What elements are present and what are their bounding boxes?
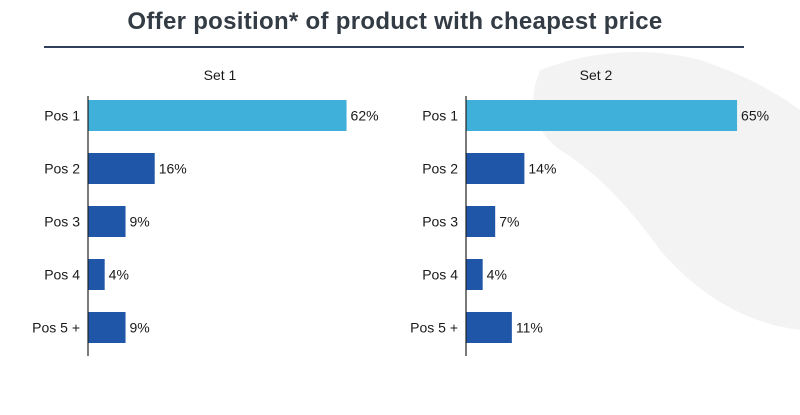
chart1-bar-5 xyxy=(88,312,126,343)
chart1-bar-4 xyxy=(88,259,105,290)
chart2-category-label: Pos 1 xyxy=(422,108,458,124)
chart2-bar-1 xyxy=(466,100,738,131)
chart2-title: Set 2 xyxy=(580,67,613,83)
chart1-category-label: Pos 1 xyxy=(44,108,80,124)
page-title: Offer position* of product with cheapest… xyxy=(127,8,663,35)
chart1-value-label: 62% xyxy=(351,108,379,124)
chart1-bar-1 xyxy=(88,100,347,131)
chart2-bar-5 xyxy=(466,312,512,343)
chart1-category-label: Pos 3 xyxy=(44,214,80,230)
chart2-category-label: Pos 3 xyxy=(422,214,458,230)
chart1-value-label: 16% xyxy=(159,161,187,177)
bar-chart-set-2: Set 2 Pos 1 65% Pos 2 14% Pos 3 7% Pos 4 4% Pos 5… xyxy=(410,67,769,356)
chart2-value-label: 65% xyxy=(741,108,769,124)
chart2-bar-2 xyxy=(466,153,525,184)
bar-chart-set-1: Set 1 Pos 1 62% Pos 2 16% Pos 3 9% Pos 4 4% Pos 5… xyxy=(32,67,379,356)
chart1-category-label: Pos 2 xyxy=(44,161,80,177)
chart1-category-label: Pos 4 xyxy=(44,267,80,283)
chart2-category-label: Pos 5 + xyxy=(410,320,458,336)
chart2-value-label: 14% xyxy=(528,161,556,177)
chart2-value-label: 4% xyxy=(487,267,507,283)
chart1-category-label: Pos 5 + xyxy=(32,320,80,336)
chart1-value-label: 4% xyxy=(109,267,129,283)
chart2-category-label: Pos 4 xyxy=(422,267,458,283)
chart1-value-label: 9% xyxy=(130,320,150,336)
chart1-bar-3 xyxy=(88,206,126,237)
chart2-value-label: 7% xyxy=(499,214,519,230)
chart1-title: Set 1 xyxy=(204,67,237,83)
chart2-value-label: 11% xyxy=(516,320,543,336)
chart1-bar-2 xyxy=(88,153,155,184)
title-divider xyxy=(44,46,744,48)
chart2-bar-4 xyxy=(466,259,483,290)
chart2-category-label: Pos 2 xyxy=(422,161,458,177)
chart2-bar-3 xyxy=(466,206,496,237)
chart1-value-label: 9% xyxy=(130,214,150,230)
